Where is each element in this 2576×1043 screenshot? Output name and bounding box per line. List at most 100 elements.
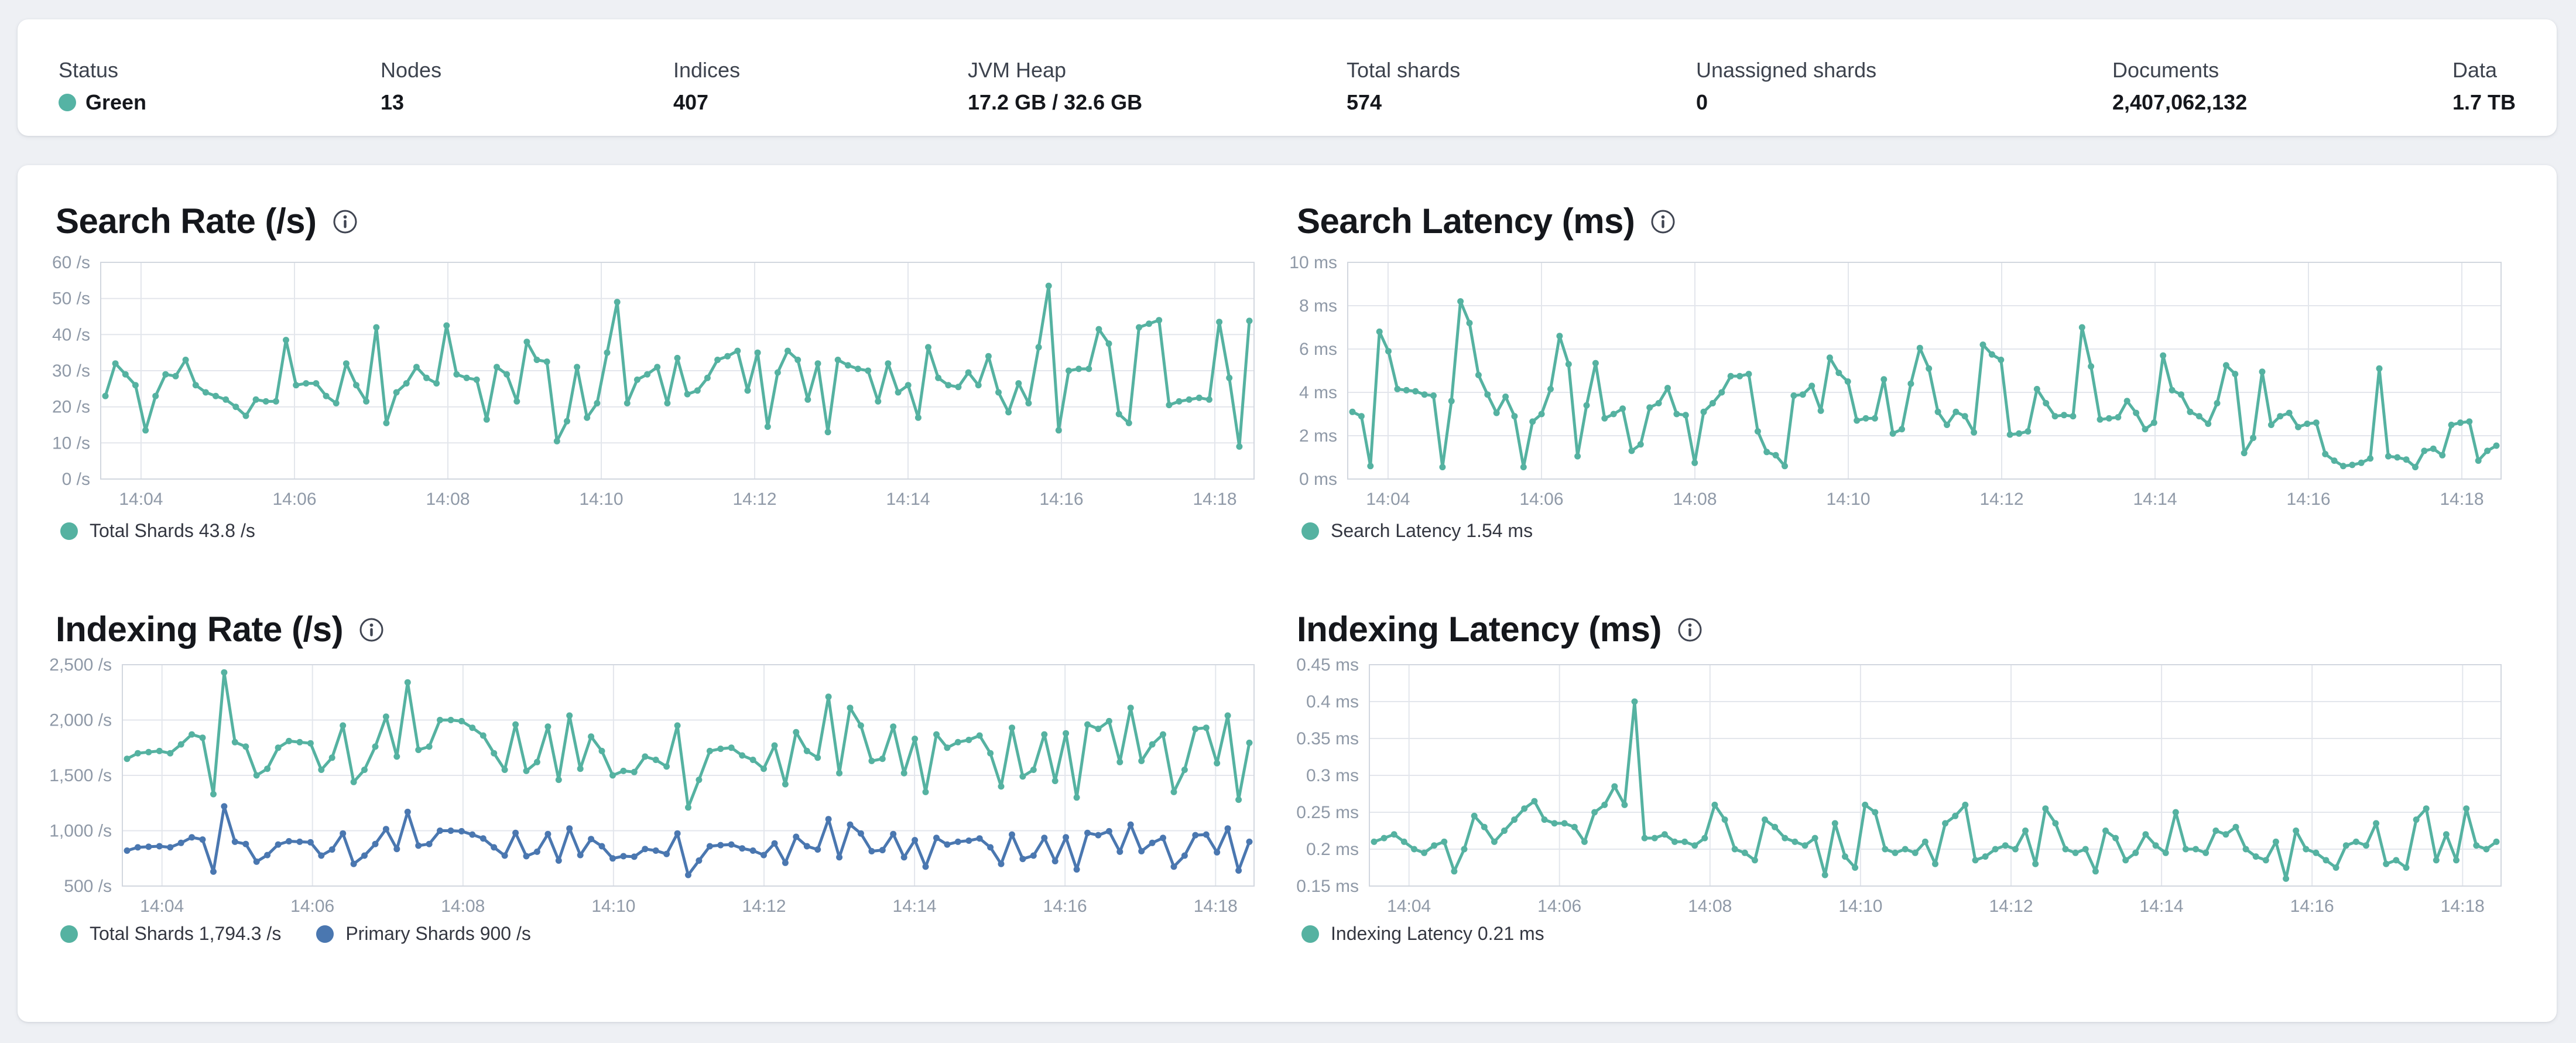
svg-text:14:08: 14:08 xyxy=(441,897,485,916)
svg-text:14:18: 14:18 xyxy=(1194,897,1238,916)
legend-item-total-shards[interactable]: Total Shards 1,794.3 /s xyxy=(60,923,281,945)
search-rate-legend: Total Shards 43.8 /s xyxy=(60,520,255,542)
legend-label: Total Shards 1,794.3 /s xyxy=(90,923,282,944)
search-latency-legend: Search Latency 1.54 ms xyxy=(1301,520,1533,542)
svg-text:0.15 ms: 0.15 ms xyxy=(1296,877,1359,896)
legend-item-primary-shards[interactable]: Primary Shards 900 /s xyxy=(316,923,531,945)
legend-item-indexing-latency[interactable]: Indexing Latency 0.21 ms xyxy=(1301,923,1544,945)
stat-value: 2,407,062,132 xyxy=(2112,90,2248,114)
chart-title-indexing-latency: Indexing Latency (ms) xyxy=(1297,610,1703,649)
svg-text:0.35 ms: 0.35 ms xyxy=(1296,729,1359,748)
svg-text:14:10: 14:10 xyxy=(1826,490,1870,509)
svg-text:2,000 /s: 2,000 /s xyxy=(49,711,112,730)
svg-text:14:06: 14:06 xyxy=(272,490,316,509)
legend-dot xyxy=(60,522,78,540)
stat-value: 407 xyxy=(673,90,709,114)
stat-value: 574 xyxy=(1347,90,1382,114)
search-latency-chart[interactable]: 0 ms 2 ms 4 ms 6 ms 8 ms 10 ms 14:04 14:06 14:08… xyxy=(1225,233,2519,515)
svg-text:14:04: 14:04 xyxy=(119,490,163,509)
search-rate-chart[interactable]: 0 /s 10 /s 20 /s 30 /s 40 /s 50 /s 60 /s 14:04 1… xyxy=(0,233,1272,515)
svg-text:14:12: 14:12 xyxy=(1979,490,2023,509)
svg-text:14:12: 14:12 xyxy=(732,490,776,509)
svg-text:10 /s: 10 /s xyxy=(52,433,90,453)
cluster-status-bar: Status Green Nodes 13 Indices 407 JVM He… xyxy=(18,19,2557,136)
svg-text:14:12: 14:12 xyxy=(742,897,786,916)
legend-label: Primary Shards 900 /s xyxy=(345,923,531,944)
svg-text:60 /s: 60 /s xyxy=(52,253,90,272)
svg-text:14:10: 14:10 xyxy=(591,897,635,916)
stat-label: JVM Heap xyxy=(968,58,1067,82)
stat-unassigned-shards: Unassigned shards 0 xyxy=(1696,58,1876,115)
svg-text:2,500 /s: 2,500 /s xyxy=(49,655,112,675)
legend-item-search-latency[interactable]: Search Latency 1.54 ms xyxy=(1301,520,1533,542)
svg-text:0 ms: 0 ms xyxy=(1299,470,1337,489)
stat-label: Data xyxy=(2452,58,2497,82)
svg-text:14:16: 14:16 xyxy=(1039,490,1083,509)
stat-value: 0 xyxy=(1696,90,1708,114)
info-icon[interactable] xyxy=(1650,208,1676,235)
svg-text:14:10: 14:10 xyxy=(579,490,623,509)
svg-text:0.25 ms: 0.25 ms xyxy=(1296,803,1359,822)
legend-item-total-shards[interactable]: Total Shards 43.8 /s xyxy=(60,520,255,542)
stat-value: 17.2 GB / 32.6 GB xyxy=(968,90,1143,114)
stat-label: Indices xyxy=(673,58,741,82)
svg-text:14:14: 14:14 xyxy=(893,897,937,916)
svg-text:14:14: 14:14 xyxy=(2133,490,2177,509)
svg-text:14:04: 14:04 xyxy=(1366,490,1410,509)
info-icon[interactable] xyxy=(358,617,385,643)
svg-text:50 /s: 50 /s xyxy=(52,289,90,309)
stat-value: 1.7 TB xyxy=(2452,90,2516,114)
indexing-rate-chart[interactable]: 500 /s 1,000 /s 1,500 /s 2,000 /s 2,500 /s 14… xyxy=(0,635,1272,922)
stat-value: 13 xyxy=(381,90,405,114)
svg-text:14:04: 14:04 xyxy=(140,897,184,916)
svg-text:14:14: 14:14 xyxy=(886,490,930,509)
legend-label: Search Latency 1.54 ms xyxy=(1331,520,1533,541)
chart-title-search-rate: Search Rate (/s) xyxy=(56,202,358,241)
legend-dot xyxy=(316,925,334,943)
svg-text:0.4 ms: 0.4 ms xyxy=(1306,692,1359,712)
svg-text:14:18: 14:18 xyxy=(1193,490,1236,509)
stat-label: Nodes xyxy=(381,58,442,82)
svg-text:14:08: 14:08 xyxy=(1673,490,1717,509)
svg-text:14:16: 14:16 xyxy=(2286,490,2330,509)
svg-text:1,500 /s: 1,500 /s xyxy=(49,766,112,785)
legend-label: Indexing Latency 0.21 ms xyxy=(1331,923,1544,944)
svg-text:0.2 ms: 0.2 ms xyxy=(1306,840,1359,859)
indexing-latency-chart[interactable]: 0.15 ms 0.2 ms 0.25 ms 0.3 ms 0.35 ms 0.4 ms 0… xyxy=(1246,635,2519,922)
svg-text:14:06: 14:06 xyxy=(1537,897,1581,916)
stat-indices: Indices 407 xyxy=(673,58,740,115)
svg-text:0.3 ms: 0.3 ms xyxy=(1306,766,1359,785)
stat-status: Status Green xyxy=(59,58,146,115)
svg-text:0 /s: 0 /s xyxy=(62,470,90,489)
health-status-dot xyxy=(59,94,76,111)
stat-jvm-heap: JVM Heap 17.2 GB / 32.6 GB xyxy=(968,58,1142,115)
svg-text:14:14: 14:14 xyxy=(2140,897,2184,916)
svg-text:8 ms: 8 ms xyxy=(1299,296,1337,316)
svg-text:0.45 ms: 0.45 ms xyxy=(1296,655,1359,675)
stat-label: Unassigned shards xyxy=(1696,58,1877,82)
svg-text:14:04: 14:04 xyxy=(1387,897,1431,916)
svg-text:2 ms: 2 ms xyxy=(1299,426,1337,446)
indexing-rate-legend: Total Shards 1,794.3 /s Primary Shards 9… xyxy=(60,923,531,945)
svg-text:10 ms: 10 ms xyxy=(1289,253,1337,272)
stat-value: Green xyxy=(85,90,147,114)
svg-text:30 /s: 30 /s xyxy=(52,361,90,381)
svg-text:14:06: 14:06 xyxy=(290,897,334,916)
svg-text:40 /s: 40 /s xyxy=(52,325,90,344)
svg-text:500 /s: 500 /s xyxy=(64,877,112,896)
indexing-latency-legend: Indexing Latency 0.21 ms xyxy=(1301,923,1544,945)
svg-text:20 /s: 20 /s xyxy=(52,398,90,417)
legend-dot xyxy=(1301,522,1319,540)
svg-text:14:18: 14:18 xyxy=(2441,897,2485,916)
stat-label: Total shards xyxy=(1347,58,1461,82)
svg-text:14:18: 14:18 xyxy=(2440,490,2483,509)
info-icon[interactable] xyxy=(332,208,358,235)
info-icon[interactable] xyxy=(1677,617,1703,643)
svg-text:14:12: 14:12 xyxy=(1989,897,2033,916)
legend-dot xyxy=(60,925,78,943)
legend-label: Total Shards 43.8 /s xyxy=(90,520,255,541)
stat-label: Status xyxy=(59,58,119,82)
svg-text:4 ms: 4 ms xyxy=(1299,383,1337,402)
svg-text:14:10: 14:10 xyxy=(1838,897,1882,916)
svg-text:14:08: 14:08 xyxy=(1688,897,1732,916)
